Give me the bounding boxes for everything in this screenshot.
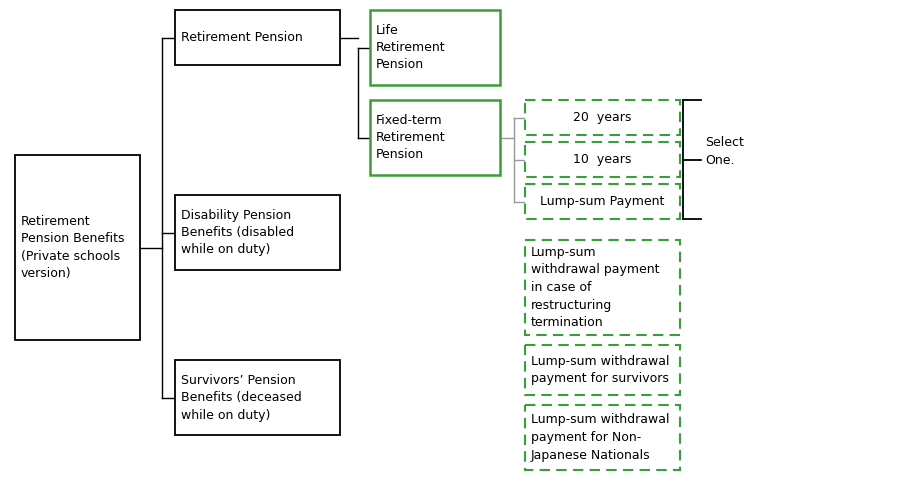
Bar — [525, 142, 680, 177]
Bar — [525, 100, 680, 135]
Bar — [175, 360, 340, 435]
Text: Lump-sum withdrawal
payment for survivors: Lump-sum withdrawal payment for survivor… — [531, 355, 670, 385]
Text: Lump-sum Payment: Lump-sum Payment — [540, 195, 665, 208]
Text: Survivors’ Pension
Benefits (deceased
while on duty): Survivors’ Pension Benefits (deceased wh… — [181, 373, 302, 422]
Bar — [370, 10, 500, 85]
Text: Lump-sum withdrawal
payment for Non-
Japanese Nationals: Lump-sum withdrawal payment for Non- Jap… — [531, 414, 670, 461]
Text: Lump-sum
withdrawal payment
in case of
restructuring
termination: Lump-sum withdrawal payment in case of r… — [531, 246, 660, 329]
Bar — [525, 345, 680, 395]
Bar — [370, 100, 500, 175]
Bar — [525, 405, 680, 470]
Text: 10  years: 10 years — [573, 153, 632, 166]
Bar — [175, 195, 340, 270]
Bar — [525, 184, 680, 219]
Text: Retirement Pension: Retirement Pension — [181, 31, 302, 44]
Text: Life
Retirement
Pension: Life Retirement Pension — [376, 23, 446, 71]
Text: Fixed-term
Retirement
Pension: Fixed-term Retirement Pension — [376, 114, 446, 162]
Bar — [15, 155, 140, 340]
Text: Disability Pension
Benefits (disabled
while on duty): Disability Pension Benefits (disabled wh… — [181, 208, 294, 256]
Text: Select
One.: Select One. — [705, 136, 744, 168]
Text: Retirement
Pension Benefits
(Private schools
version): Retirement Pension Benefits (Private sch… — [21, 215, 124, 280]
Text: 20  years: 20 years — [573, 111, 632, 124]
Bar — [175, 10, 340, 65]
Bar — [525, 240, 680, 335]
